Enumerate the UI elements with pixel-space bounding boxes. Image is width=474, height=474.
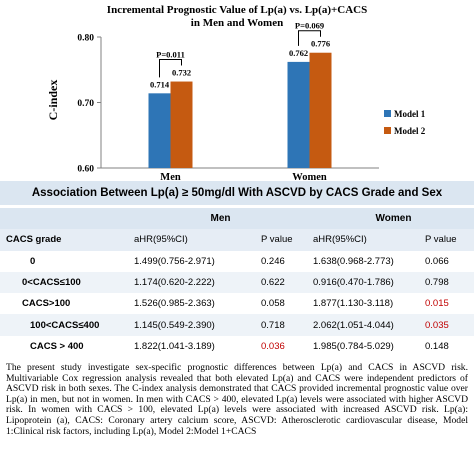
row-grade: 100<CACS≤400: [0, 314, 128, 336]
study-description: The present study investigate sex-specif…: [6, 362, 468, 437]
x-category-label: Women: [292, 172, 327, 181]
men-p-header: P value: [255, 229, 307, 251]
women-p-cell: 0.015: [419, 293, 474, 315]
women-group-header: Women: [307, 208, 474, 230]
legend-label: Model 1: [394, 109, 426, 119]
chart-title-line1: Incremental Prognostic Value of Lp(a) vs…: [107, 4, 367, 16]
men-hr-cell: 1.526(0.985-2.363): [128, 293, 255, 315]
women-hr-cell: 2.062(1.051-4.044): [307, 314, 419, 336]
women-hr-cell: 1.985(0.784-5.029): [307, 335, 419, 358]
men-p-cell: 0.036: [255, 335, 307, 358]
y-tick-label: 0.70: [77, 99, 94, 109]
men-hr-cell: 1.145(0.549-2.390): [128, 314, 255, 336]
women-p-header: P value: [419, 229, 474, 251]
women-hr-header: aHR(95%CI): [307, 229, 419, 251]
p-value-bracket: [298, 30, 321, 46]
men-hr-cell: 1.499(0.756-2.971): [128, 250, 255, 272]
bar-value-label: 0.762: [289, 48, 308, 58]
table-title: Association Between Lp(a) ≥ 50mg/dl With…: [0, 181, 474, 205]
c-index-bar-chart: Incremental Prognostic Value of Lp(a) vs…: [46, 4, 426, 181]
bar-model-2: [309, 52, 332, 168]
women-p-cell: 0.798: [419, 271, 474, 294]
row-grade: 0: [0, 250, 128, 272]
women-hr-cell: 1.638(0.968-2.773): [307, 250, 419, 272]
bar-value-label: 0.732: [172, 68, 191, 78]
men-hr-cell: 1.822(1.041-3.189): [128, 335, 255, 358]
legend-swatch: [384, 127, 391, 134]
table-row: 0 1.499(0.756-2.971) 0.246 1.638(0.968-2…: [0, 250, 474, 272]
bar-model-2: [170, 81, 193, 168]
men-p-cell: 0.718: [255, 314, 307, 336]
table-row: CACS > 400 1.822(1.041-3.189) 0.036 1.98…: [0, 335, 474, 358]
cacs-grade-header: CACS grade: [0, 229, 128, 251]
legend-label: Model 2: [394, 126, 426, 136]
chart-title-line2: in Men and Women: [191, 17, 283, 29]
association-table: Men Women CACS grade aHR(95%CI) P value …: [0, 208, 474, 358]
legend-swatch: [384, 110, 391, 117]
bar-model-1: [287, 61, 310, 168]
x-category-label: Men: [160, 172, 181, 181]
women-p-cell: 0.148: [419, 335, 474, 358]
row-grade: CACS>100: [0, 293, 128, 315]
men-hr-header: aHR(95%CI): [128, 229, 255, 251]
men-hr-cell: 1.174(0.620-2.222): [128, 271, 255, 294]
women-hr-cell: 1.877(1.130-3.118): [307, 293, 419, 315]
men-p-cell: 0.246: [255, 250, 307, 272]
bar-value-label: 0.776: [311, 39, 330, 49]
table-row: 100<CACS≤400 1.145(0.549-2.390) 0.718 2.…: [0, 314, 474, 336]
p-value-label: P=0.069: [295, 21, 324, 31]
p-value-bracket: [159, 59, 182, 78]
y-tick-label: 0.80: [77, 34, 94, 44]
y-axis-label: C-index: [46, 80, 60, 121]
men-p-cell: 0.058: [255, 293, 307, 315]
row-grade: 0<CACS≤100: [0, 271, 128, 294]
women-p-cell: 0.035: [419, 314, 474, 336]
bar-model-1: [148, 93, 171, 168]
women-hr-cell: 0.916(0.470-1.786): [307, 271, 419, 294]
bar-value-label: 0.714: [150, 79, 170, 89]
p-value-label: P=0.011: [156, 50, 185, 60]
row-grade: CACS > 400: [0, 335, 128, 358]
men-p-cell: 0.622: [255, 271, 307, 294]
y-tick-label: 0.60: [77, 165, 94, 175]
table-corner: [0, 208, 128, 230]
table-row: 0<CACS≤100 1.174(0.620-2.222) 0.622 0.91…: [0, 271, 474, 294]
men-group-header: Men: [128, 208, 307, 230]
women-p-cell: 0.066: [419, 250, 474, 272]
table-row: CACS>100 1.526(0.985-2.363) 0.058 1.877(…: [0, 293, 474, 315]
